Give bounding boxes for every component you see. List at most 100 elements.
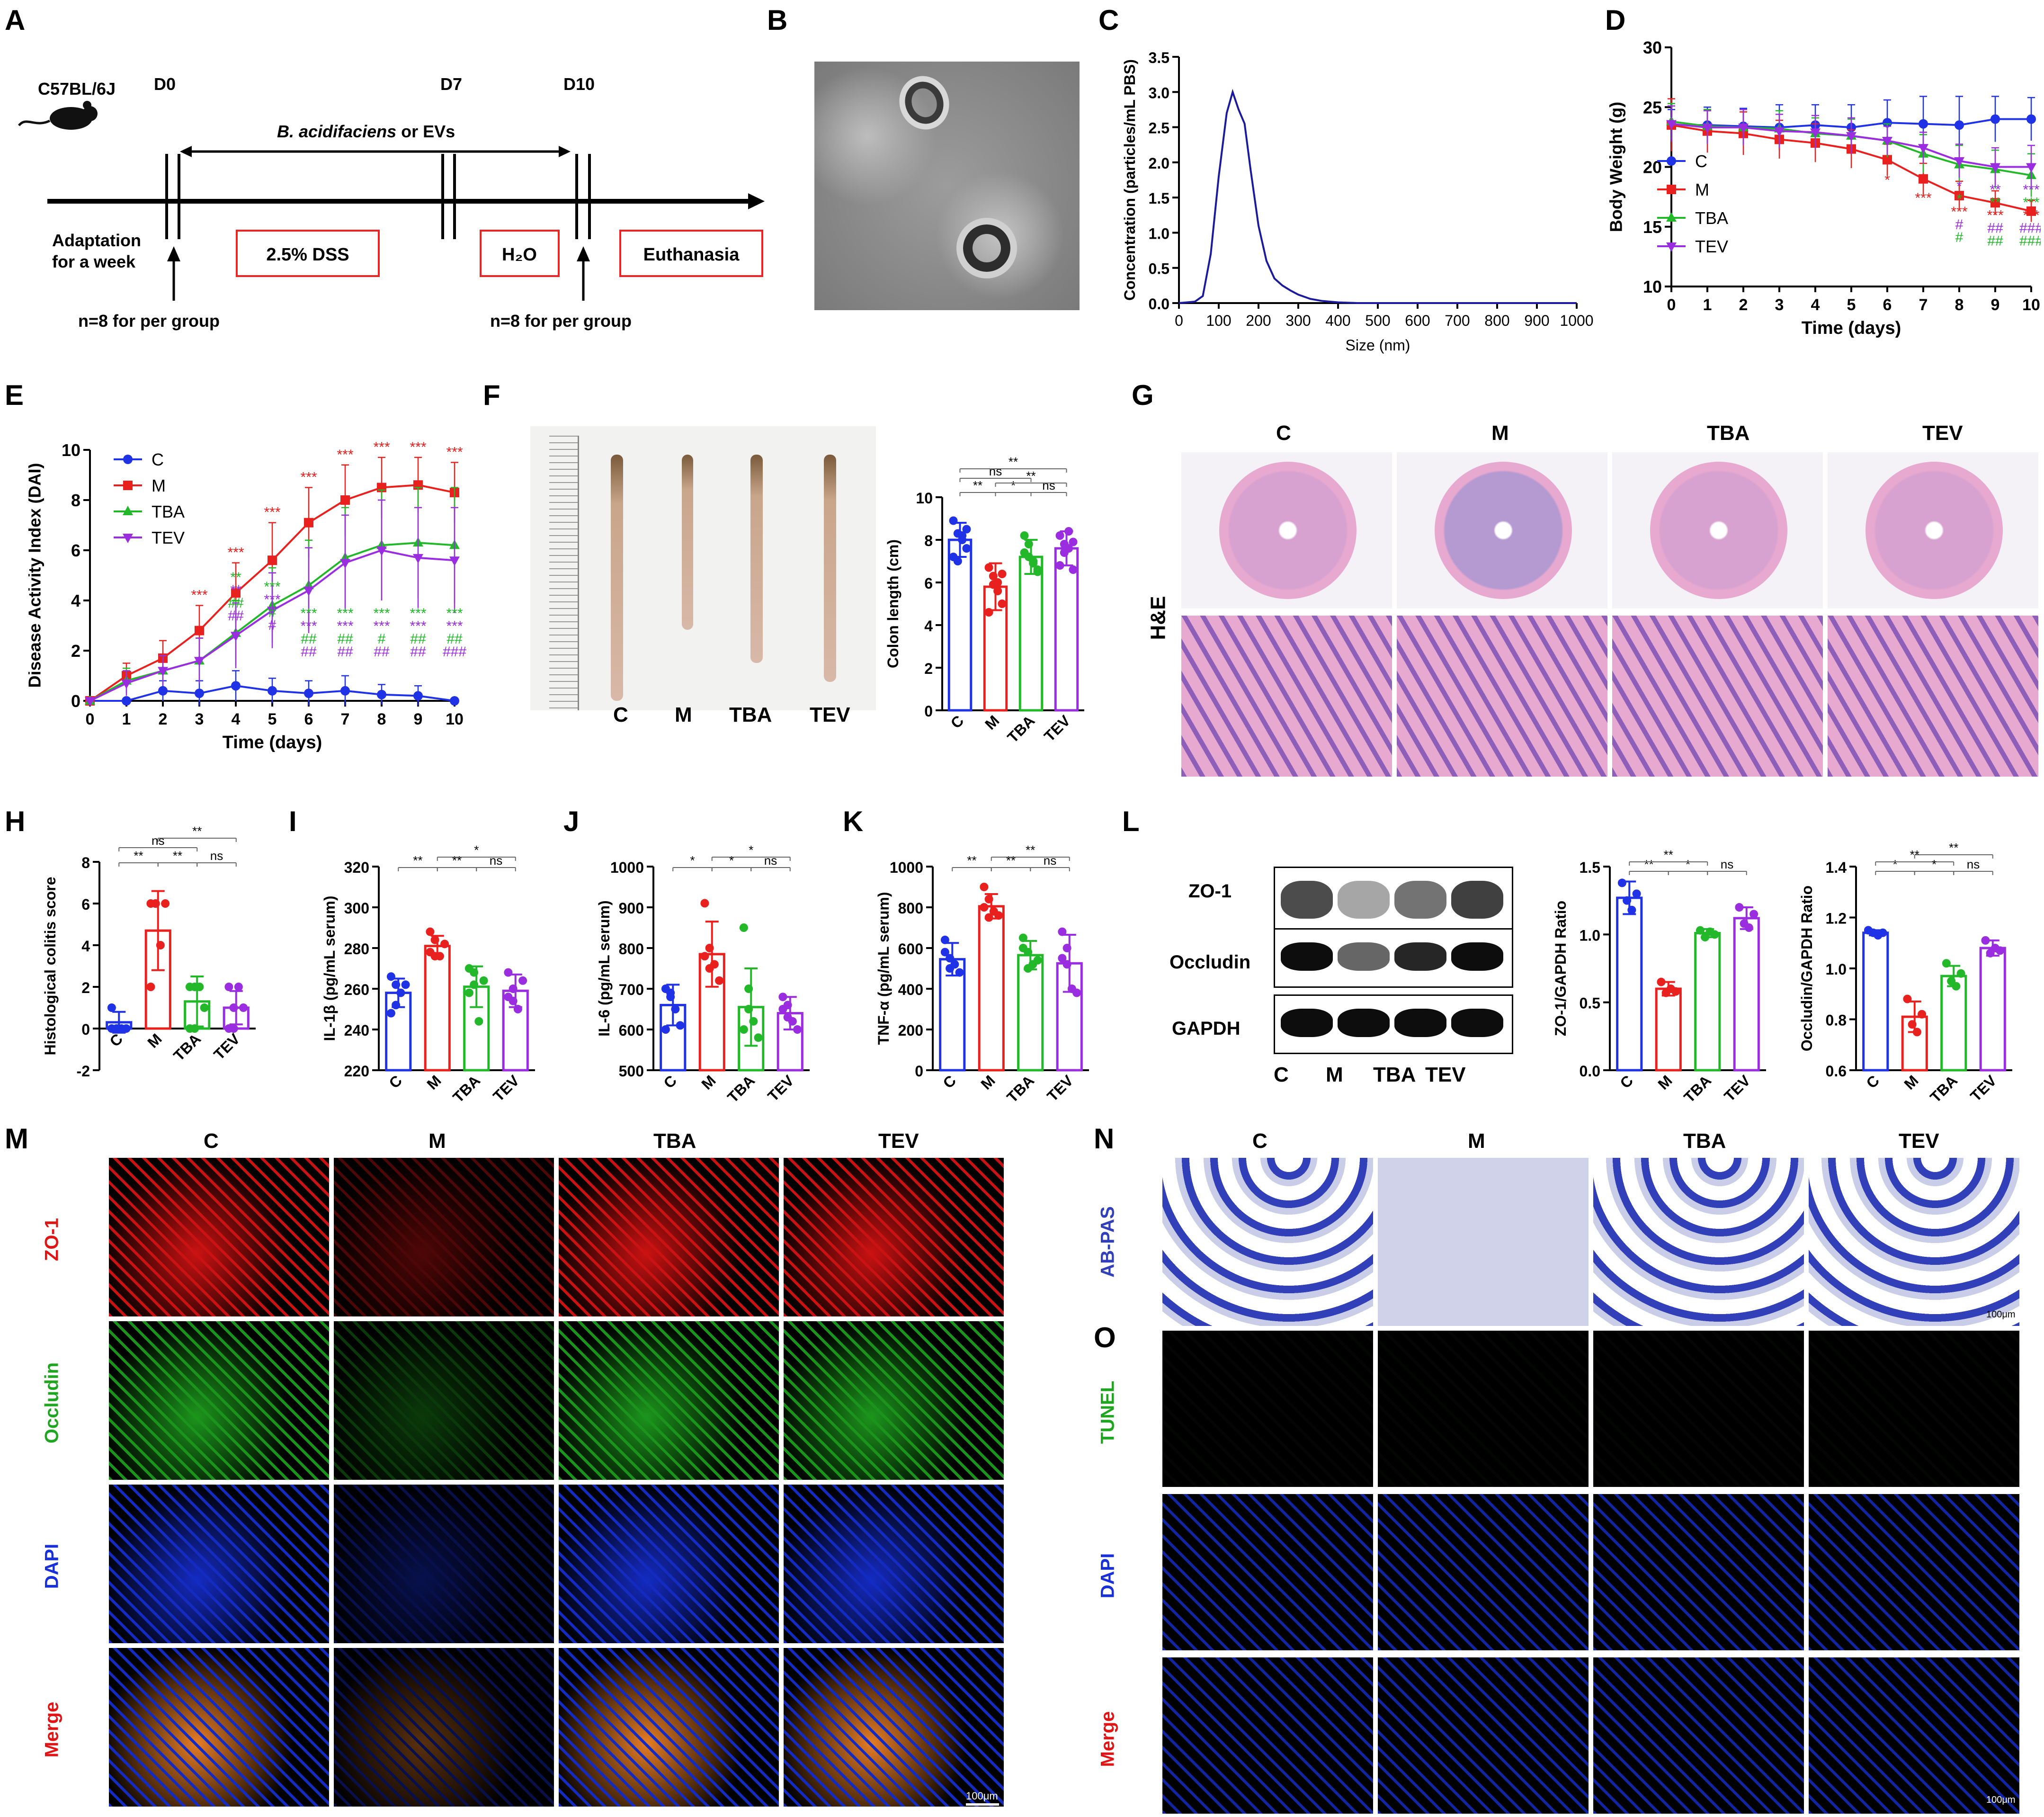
y-tick-label: 600 [619,1022,644,1039]
y-tick-label: 0.8 [1826,1012,1847,1029]
data-point-C [386,1009,395,1018]
point-C [340,686,350,696]
point-C [2026,114,2036,124]
photo-label-c: C [613,703,628,726]
significance-mark: *** [2023,207,2039,223]
blot-label-zo1: ZO-1 [1188,881,1232,902]
significance-label: ** [192,824,202,838]
significance-mark: *** [337,618,353,634]
panel-letter-j: J [563,806,580,837]
he-magnified-image [1181,616,1392,777]
significance-label: ns [490,853,502,868]
colon-cross-section [1435,462,1572,599]
point-C [450,696,459,706]
x-tick-label: M [144,1030,165,1051]
tunel-image [1593,1657,1804,1814]
y-tick-label: 1000 [610,859,644,876]
significance-mark: ### [2019,220,2041,236]
stain-signal [109,1321,329,1480]
y-tick-label: 500 [619,1063,644,1080]
stain-label: H&E [1146,596,1170,640]
vesicle [956,218,1017,278]
data-point-M [156,941,165,949]
y-axis-label: Concentration (particles/mL PBS) [1121,59,1138,301]
x-tick-label: TEV [490,1072,523,1105]
abpas-image [1378,1158,1589,1326]
fluorescence-image [784,1321,1004,1480]
data-point-TEV [1055,531,1064,540]
significance-mark: ## [374,644,390,660]
point-TEV [376,546,387,556]
y-axis-label: Occludin/GAPDH Ratio [1798,886,1815,1051]
point-TEV [1666,242,1677,252]
significance-mark: *** [227,545,244,561]
d0-label: D0 [154,74,176,94]
tunel-image [1162,1494,1373,1650]
data-point-C [940,948,949,957]
legend-label-TEV: TEV [1695,237,1728,256]
data-point-M [998,600,1007,608]
he-magnified-image [1612,616,1823,777]
significance-mark: *** [410,618,426,634]
blot-label-gapdh: GAPDH [1172,1018,1241,1039]
x-axis-label: Time (days) [1802,318,1901,338]
data-point-TBA [185,1024,194,1033]
panel-letter-a: A [5,4,26,36]
y-axis-label: IL-6 (pg/mL serum) [596,900,613,1036]
panel-a-timeline: C57BL/6J D0 D7 D10 B. acidifaciens or EV… [18,74,765,331]
data-point-M [1918,1010,1927,1019]
significance-label: ** [134,849,143,863]
fluorescence-image [109,1485,329,1643]
data-point-TEV [1069,565,1078,574]
euthanasia-label: Euthanasia [643,245,740,265]
bar-C [1862,931,1889,1072]
significance-label: ** [973,478,982,492]
data-point-M [430,952,439,961]
bar-C [1616,896,1643,1072]
ruler [549,436,579,710]
significance-label: ns [1044,853,1056,868]
y-tick-label: 8 [924,532,933,549]
tunel-image [1809,1331,2019,1487]
significance-mark: ## [228,595,244,611]
x-tick-label: 500 [1365,312,1390,329]
data-point-C [392,980,401,989]
column-header: C [1276,421,1291,445]
point-C [1883,118,1892,128]
x-tick-label: 2 [1739,296,1748,314]
data-point-C [386,972,395,981]
x-tick-label: M [1901,1072,1921,1092]
significance-label: ns [764,853,777,868]
significance-mark: *** [191,588,207,603]
x-tick-label: 6 [1883,296,1892,314]
y-tick-label: 0 [915,1063,923,1080]
x-tick-label: TBA [449,1072,483,1106]
significance-label: ** [173,849,182,863]
x-tick-label: TEV [1041,712,1074,745]
data-point-C [1617,878,1626,887]
x-tick-label: 1000 [1560,312,1593,329]
x-tick-label: 9 [1991,296,2000,314]
mouse-icon [18,101,98,130]
y-tick-label: 3.0 [1149,84,1169,101]
panel-letter-c: C [1098,4,1119,36]
data-point-M [705,964,714,973]
legend-label-TBA: TBA [152,502,185,521]
significance-label: * [1686,857,1690,871]
blot-band [1281,881,1333,919]
stain-signal [109,1485,329,1643]
data-point-TEV [1735,903,1744,912]
significance-mark: * [1956,179,1962,194]
significance-label: ** [1026,469,1035,483]
point-M [1919,174,1928,184]
colon-cross-section [1865,462,2003,599]
stain-signal [1809,1331,2019,1487]
point-TEV [231,632,241,642]
point-M [231,588,241,598]
significance-mark: * [1956,191,1962,207]
h2o-label: H₂O [502,245,537,265]
point-C [268,686,277,696]
point-C [1919,119,1928,129]
tunel-image [1809,1494,2019,1650]
